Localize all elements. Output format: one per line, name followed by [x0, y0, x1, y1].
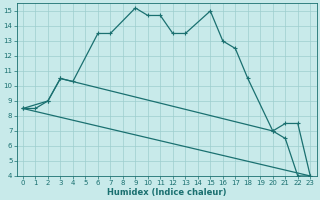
X-axis label: Humidex (Indice chaleur): Humidex (Indice chaleur): [107, 188, 226, 197]
